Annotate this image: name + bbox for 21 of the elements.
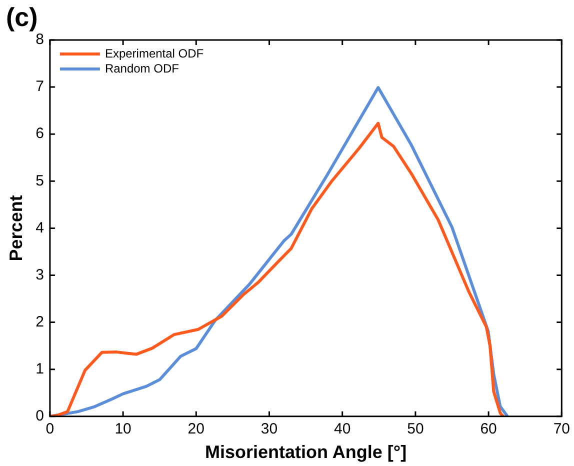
x-tick-label: 20 xyxy=(188,420,204,438)
y-tick-label: 7 xyxy=(36,78,44,96)
y-axis-title: Percent xyxy=(6,195,26,262)
y-tick-label: 5 xyxy=(36,172,44,190)
y-tick-label: 0 xyxy=(36,408,44,425)
x-tick-label: 30 xyxy=(260,420,278,438)
y-tick-label: 6 xyxy=(36,125,44,142)
y-tick-label: 8 xyxy=(36,31,44,48)
y-tick-label: 1 xyxy=(36,360,44,378)
x-tick-label: 10 xyxy=(114,420,132,438)
x-tick-label: 50 xyxy=(407,420,424,438)
legend-label: Experimental ODF xyxy=(104,46,204,60)
legend-label: Random ODF xyxy=(104,61,179,76)
x-tick-label: 70 xyxy=(553,420,570,438)
x-axis-title: Misorientation Angle [°] xyxy=(205,442,407,462)
y-tick-label: 4 xyxy=(36,219,44,236)
y-tick-label: 2 xyxy=(36,313,44,330)
y-tick-label: 3 xyxy=(36,266,44,284)
x-tick-label: 60 xyxy=(480,420,497,438)
x-tick-label: 40 xyxy=(334,420,351,438)
chart-title: (c) xyxy=(6,2,38,33)
